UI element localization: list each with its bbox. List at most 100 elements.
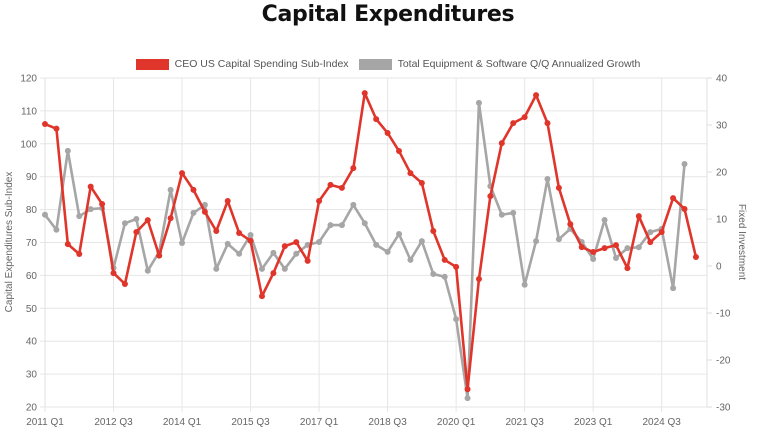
- data-point: [521, 114, 528, 121]
- data-point: [224, 198, 231, 205]
- data-point: [670, 195, 677, 202]
- data-point: [327, 181, 334, 188]
- y-tick-label-left: 20: [26, 403, 38, 414]
- data-point: [601, 216, 608, 223]
- data-point: [635, 244, 642, 251]
- data-point: [133, 216, 140, 222]
- x-tick-label: 2024 Q3: [642, 417, 681, 428]
- data-point: [624, 265, 631, 272]
- y-tick-label-right: 20: [716, 168, 728, 179]
- series-layer: [42, 90, 699, 402]
- data-point: [475, 99, 482, 106]
- data-point: [407, 256, 414, 263]
- data-point: [76, 213, 83, 220]
- axes: 1201101009080706050403020403020100-10-20…: [20, 74, 731, 429]
- data-point: [64, 241, 71, 248]
- x-tick-label: 2018 Q3: [368, 417, 407, 428]
- y-tick-label-left: 120: [20, 74, 37, 85]
- data-point: [498, 140, 505, 147]
- data-point: [201, 208, 208, 215]
- legend-swatch-red: [135, 58, 169, 70]
- data-point: [236, 229, 243, 236]
- data-point: [327, 222, 334, 229]
- y-tick-label-right: -30: [716, 403, 731, 414]
- data-point: [190, 186, 197, 193]
- data-point: [464, 395, 471, 402]
- data-point: [133, 228, 140, 235]
- data-point: [555, 236, 562, 243]
- data-point: [270, 249, 277, 256]
- y-tick-label-right: 0: [716, 262, 722, 273]
- data-point: [590, 249, 597, 256]
- data-point: [453, 316, 460, 323]
- data-point: [384, 248, 391, 255]
- x-tick-label: 2014 Q1: [163, 417, 202, 428]
- data-point: [247, 237, 254, 244]
- chart-legend: CEO US Capital Spending Sub-Index Total …: [0, 58, 776, 70]
- data-point: [144, 217, 151, 224]
- data-point: [430, 227, 437, 234]
- data-point: [418, 179, 425, 186]
- y-tick-label-left: 90: [26, 172, 38, 183]
- data-point: [487, 193, 494, 200]
- data-point: [670, 285, 677, 292]
- data-point: [42, 211, 48, 218]
- data-point: [258, 265, 265, 272]
- chart-title: Capital Expenditures: [261, 2, 515, 27]
- data-point: [681, 161, 688, 168]
- data-point: [361, 220, 368, 227]
- data-point: [53, 226, 60, 233]
- y-tick-label-left: 70: [26, 238, 38, 249]
- data-point: [475, 276, 482, 283]
- data-point: [110, 270, 117, 277]
- data-point: [247, 231, 254, 238]
- y-tick-label-left: 80: [26, 205, 38, 216]
- data-point: [304, 257, 311, 264]
- series-equipment-growth: [42, 99, 688, 402]
- data-point: [407, 170, 414, 177]
- data-point: [373, 116, 380, 123]
- legend-item-equipment-growth[interactable]: Total Equipment & Software Q/Q Annualize…: [358, 58, 641, 70]
- data-point: [396, 231, 403, 238]
- data-point: [396, 148, 403, 155]
- data-point: [681, 205, 688, 212]
- data-point: [236, 250, 243, 257]
- y-tick-label-left: 60: [26, 271, 38, 282]
- legend-item-ceo-index[interactable]: CEO US Capital Spending Sub-Index: [135, 58, 349, 70]
- data-point: [99, 201, 106, 208]
- y-axis-title-left: Capital Expenditures Sub-Index: [4, 172, 15, 313]
- data-point: [567, 221, 574, 228]
- x-tick-label: 2021 Q3: [505, 417, 544, 428]
- data-point: [42, 121, 48, 128]
- data-point: [533, 92, 540, 99]
- data-point: [384, 129, 391, 136]
- data-point: [293, 250, 300, 257]
- data-point: [578, 244, 585, 251]
- series-line: [44, 91, 698, 391]
- data-point: [87, 206, 94, 213]
- data-point: [350, 201, 357, 208]
- data-point: [121, 280, 128, 287]
- data-point: [658, 228, 665, 235]
- y-tick-label-right: -10: [716, 309, 731, 320]
- data-point: [258, 293, 265, 300]
- data-point: [373, 241, 380, 248]
- data-point: [179, 170, 186, 177]
- data-point: [270, 270, 277, 277]
- data-point: [293, 239, 300, 246]
- data-point: [510, 209, 517, 216]
- x-tick-label: 2017 Q1: [300, 417, 339, 428]
- data-point: [281, 265, 288, 272]
- y-tick-label-left: 40: [26, 337, 38, 348]
- legend-label-equipment-growth: Total Equipment & Software Q/Q Annualize…: [397, 58, 641, 70]
- data-point: [453, 263, 460, 270]
- data-point: [213, 265, 220, 272]
- data-point: [350, 165, 357, 172]
- y-tick-label-left: 30: [26, 370, 38, 381]
- x-tick-label: 2012 Q3: [94, 417, 133, 428]
- data-point: [430, 270, 437, 277]
- data-point: [441, 273, 448, 280]
- data-point: [361, 90, 368, 97]
- x-tick-label: 2023 Q1: [574, 417, 613, 428]
